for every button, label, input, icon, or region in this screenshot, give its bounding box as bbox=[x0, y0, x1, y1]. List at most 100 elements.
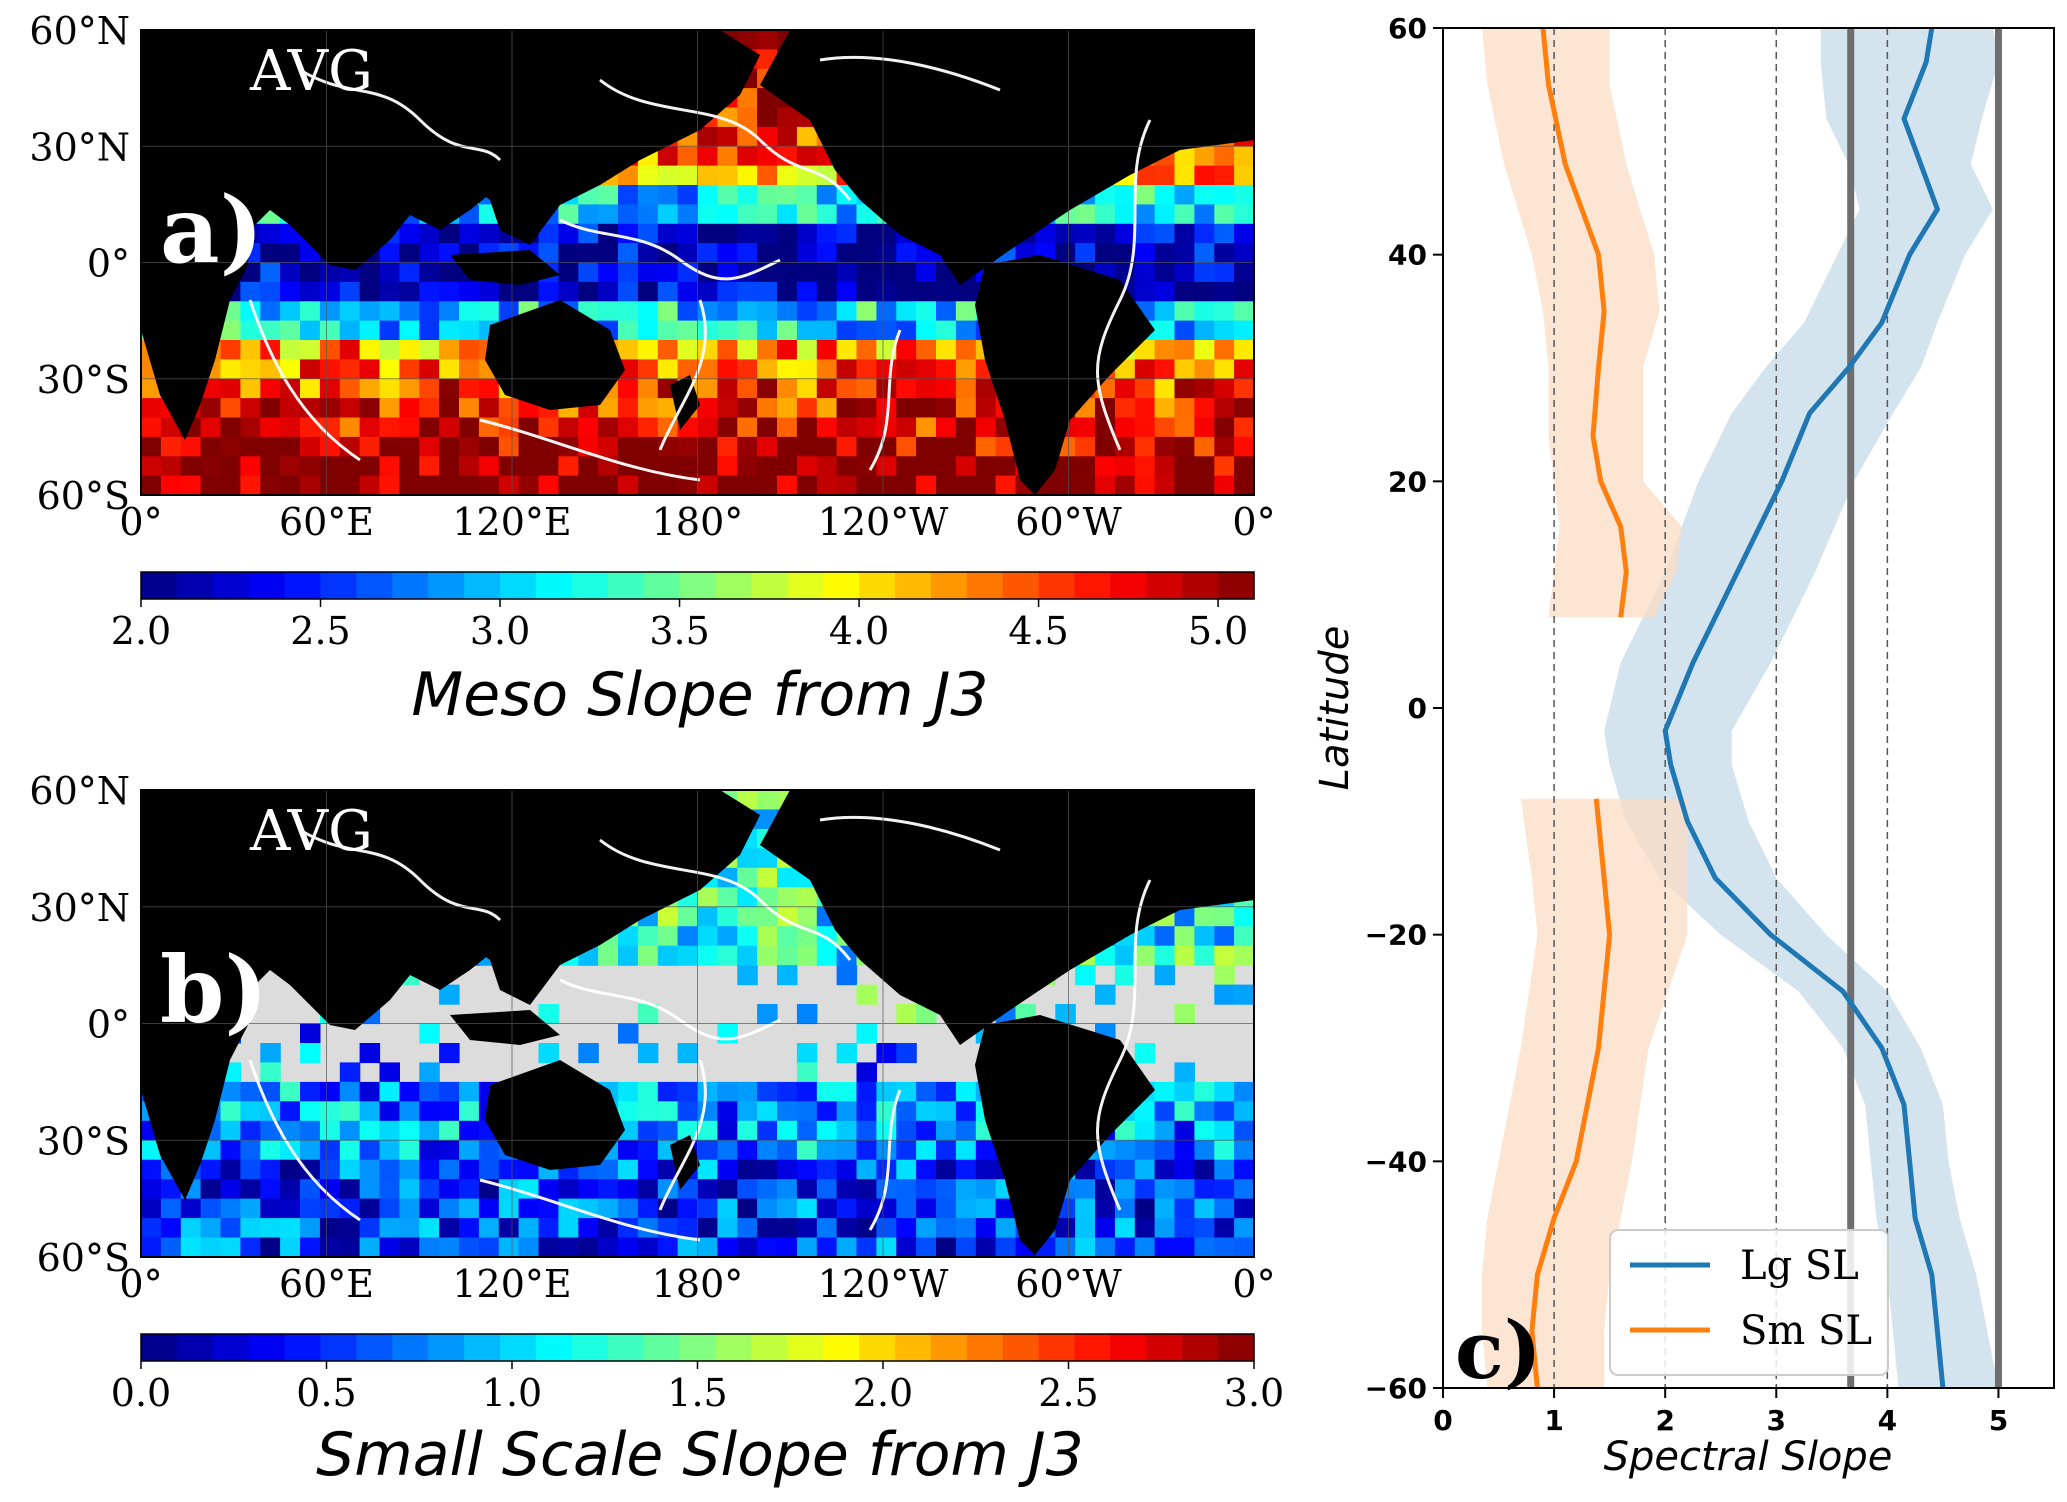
heatmap-cell bbox=[936, 1159, 957, 1180]
heatmap-cell bbox=[280, 1101, 301, 1122]
colorbar-segment bbox=[1110, 1334, 1147, 1361]
heatmap-cell bbox=[777, 965, 798, 986]
heatmap-cell bbox=[796, 262, 818, 283]
heatmap-cell bbox=[796, 1081, 818, 1102]
heatmap-cell bbox=[439, 417, 460, 438]
heatmap-cell bbox=[1154, 1120, 1176, 1141]
heatmap-cell bbox=[200, 436, 222, 457]
heatmap-cell bbox=[955, 456, 977, 477]
heatmap-cell bbox=[796, 945, 818, 966]
heatmap-cell bbox=[836, 1179, 858, 1200]
heatmap-cell bbox=[737, 1101, 758, 1122]
heatmap-cell bbox=[717, 1101, 738, 1122]
heatmap-cell bbox=[1095, 243, 1116, 264]
heatmap-cell bbox=[319, 262, 341, 283]
heatmap-cell bbox=[836, 965, 858, 986]
heatmap-cell bbox=[618, 1159, 639, 1180]
heatmap-cell bbox=[856, 1081, 877, 1102]
heatmap-cell bbox=[1114, 475, 1136, 495]
heatmap-cell bbox=[1234, 1198, 1254, 1219]
heatmap-cell bbox=[260, 1140, 281, 1161]
heatmap-cell bbox=[677, 1081, 699, 1102]
heatmap-cell bbox=[896, 456, 917, 477]
heatmap-cell bbox=[359, 475, 381, 495]
heatmap-cell bbox=[1234, 1101, 1254, 1122]
heatmap-cell bbox=[1234, 1081, 1254, 1102]
heatmap-cell bbox=[280, 417, 301, 438]
heatmap-cell bbox=[1214, 984, 1235, 1005]
colorbar-segment bbox=[930, 1334, 968, 1361]
heatmap-cell bbox=[975, 1159, 997, 1180]
x-tick-label: 3 bbox=[1767, 1404, 1786, 1437]
heatmap-cell bbox=[677, 281, 699, 302]
land-australia-b bbox=[485, 1060, 625, 1170]
heatmap-cell bbox=[379, 340, 400, 360]
land-south-america bbox=[975, 255, 1155, 495]
heatmap-cell bbox=[618, 398, 639, 419]
colorbar-segment bbox=[464, 572, 501, 599]
heatmap-cell bbox=[1174, 146, 1195, 167]
heatmap-cell bbox=[538, 281, 559, 302]
heatmap-cell bbox=[816, 204, 838, 225]
contour-line bbox=[658, 1059, 707, 1211]
heatmap-cell bbox=[1154, 301, 1176, 322]
heatmap-cell bbox=[419, 417, 440, 438]
coastlines-b bbox=[248, 815, 1152, 1242]
land-asia-east-b bbox=[455, 790, 760, 1005]
heatmap-cell bbox=[1174, 1218, 1195, 1239]
heatmap-cell bbox=[955, 378, 977, 399]
heatmap-cell bbox=[657, 359, 679, 380]
contour-line bbox=[479, 418, 701, 482]
heatmap-cell bbox=[319, 1179, 341, 1200]
heatmap-cell bbox=[975, 1198, 997, 1219]
heatmap-cell bbox=[1194, 320, 1215, 341]
heatmap-cell bbox=[538, 1237, 559, 1257]
heatmap-cell bbox=[260, 1120, 281, 1141]
contour-line bbox=[248, 1059, 361, 1222]
heatmap-cell bbox=[876, 1120, 897, 1141]
contour-line bbox=[599, 838, 852, 961]
x-tick-label: 2 bbox=[1655, 1404, 1674, 1437]
heatmap-cell bbox=[1095, 436, 1116, 457]
heatmap-cell bbox=[518, 1159, 540, 1180]
colorbar-tick-label: 3.0 bbox=[1224, 1371, 1284, 1415]
heatmap-cell bbox=[240, 417, 261, 438]
heatmap-cell bbox=[637, 165, 659, 186]
heatmap-cell bbox=[598, 243, 619, 264]
heatmap-cell bbox=[598, 1179, 619, 1200]
heatmap-cell bbox=[1095, 456, 1116, 477]
heatmap-cell bbox=[1234, 301, 1254, 322]
heatmap-cell bbox=[717, 1081, 738, 1102]
heatmap-cell bbox=[379, 301, 400, 322]
heatmap-cell bbox=[896, 340, 917, 360]
heatmap-cell bbox=[419, 456, 440, 477]
heatmap-cell bbox=[1214, 965, 1235, 986]
heatmap-cell bbox=[936, 320, 957, 341]
heatmap-cell bbox=[300, 1237, 321, 1257]
heatmap-cell bbox=[379, 1140, 400, 1161]
heatmap-cell bbox=[419, 262, 440, 283]
colorbar-segment bbox=[715, 572, 752, 599]
colorbar-segment bbox=[428, 1334, 465, 1361]
heatmap-cell bbox=[1214, 281, 1235, 302]
heatmap-cell bbox=[1194, 204, 1215, 225]
y-tick-label: 30°S bbox=[37, 358, 130, 402]
heatmap-cell bbox=[1134, 262, 1156, 283]
heatmap-cell bbox=[459, 398, 480, 419]
heatmap-cell bbox=[339, 1237, 361, 1257]
heatmap-cell bbox=[1055, 223, 1076, 244]
heatmap-cell bbox=[677, 1043, 699, 1064]
heatmap-cell bbox=[379, 359, 400, 380]
heatmap-cell bbox=[280, 456, 301, 477]
heatmap-cell bbox=[339, 281, 361, 302]
heatmap-cell bbox=[856, 340, 877, 360]
heatmap-cell bbox=[419, 340, 440, 360]
y-tick-label: 60°S bbox=[37, 474, 130, 518]
heatmap-cell bbox=[1174, 398, 1195, 419]
colorbar-segment bbox=[895, 572, 932, 599]
heatmap-cell bbox=[697, 359, 718, 380]
heatmap-cell bbox=[1174, 1159, 1195, 1180]
heatmap-cell bbox=[936, 378, 957, 399]
heatmap-cell bbox=[1214, 223, 1235, 244]
heatmap-cell bbox=[876, 359, 897, 380]
